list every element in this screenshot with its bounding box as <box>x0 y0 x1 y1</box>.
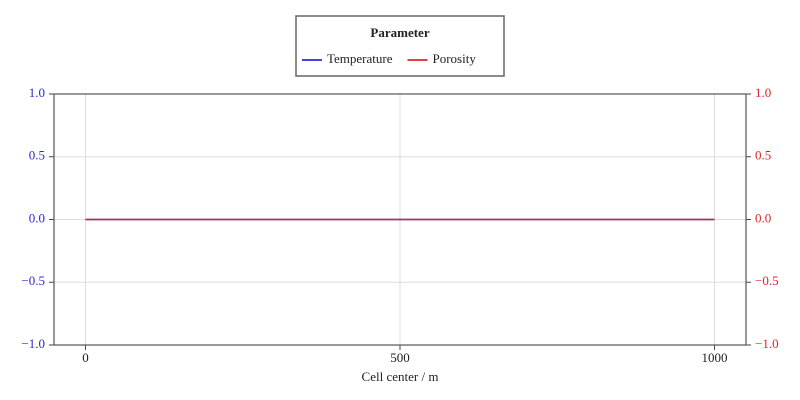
y2-tick-label: −1.0 <box>755 336 779 351</box>
legend-box <box>295 15 505 77</box>
y-tick-label: 0.5 <box>29 148 45 163</box>
y2-tick-label: 0.5 <box>755 148 771 163</box>
y2-tick-label: 1.0 <box>755 85 771 100</box>
x-axis-label: Cell center / m <box>362 369 439 384</box>
x-tick-label: 1000 <box>702 350 728 365</box>
x-tick-label: 0 <box>82 350 89 365</box>
legend-title: Parameter <box>370 25 429 40</box>
y-tick-label: 1.0 <box>29 85 45 100</box>
y-tick-label: 0.0 <box>29 210 45 225</box>
legend-label: Temperature <box>327 51 393 66</box>
y-tick-label: −0.5 <box>21 273 45 288</box>
legend: Parameter Temperature Porosity <box>295 15 505 77</box>
x-tick-label: 500 <box>390 350 410 365</box>
y2-tick-label: 0.0 <box>755 210 771 225</box>
legend-label: Porosity <box>433 51 477 66</box>
plot-frame <box>53 93 747 346</box>
y2-tick-label: −0.5 <box>755 273 779 288</box>
y-tick-label: −1.0 <box>21 336 45 351</box>
